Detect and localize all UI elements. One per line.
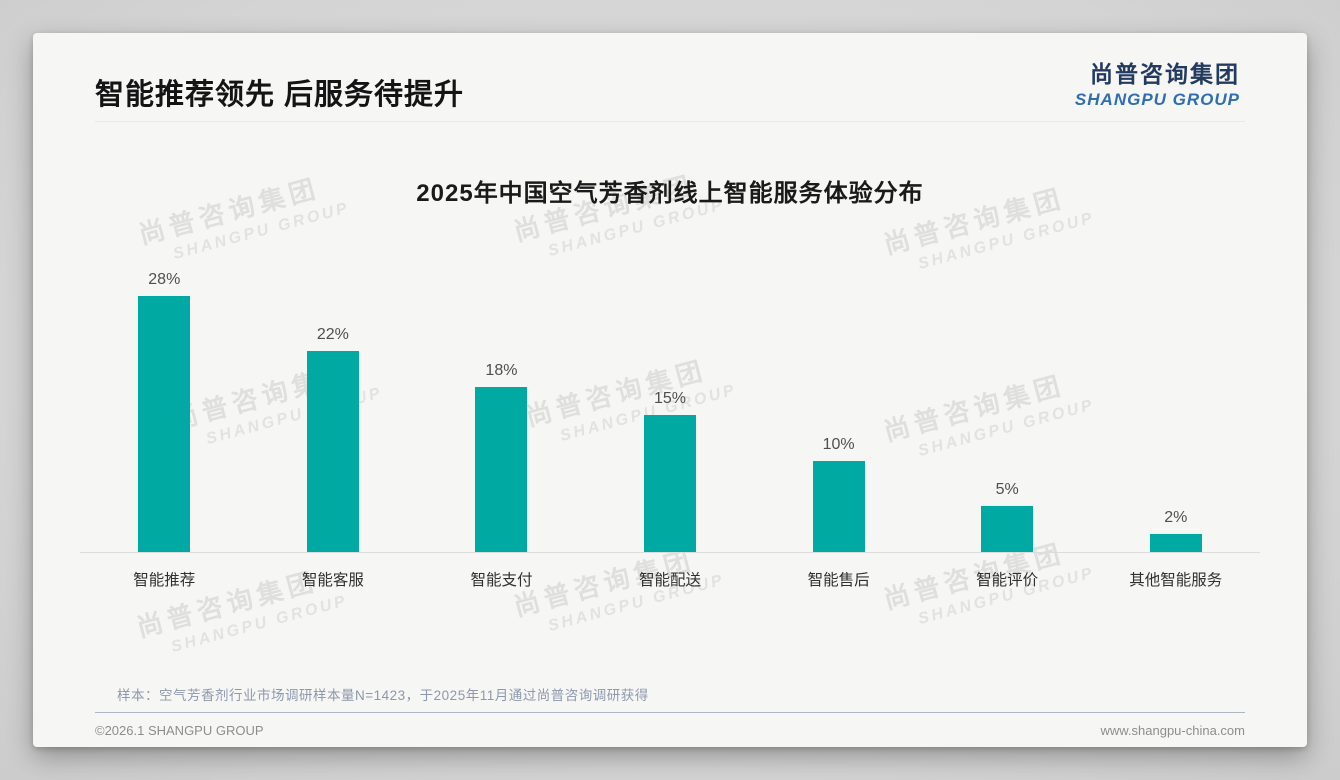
category-label: 智能评价 [976, 572, 1039, 589]
bar-value-label: 2% [1164, 509, 1188, 526]
watermark-en-text: SHANGPU GROUP [169, 592, 350, 657]
bar-value-label: 18% [485, 362, 518, 379]
company-logo: 尚普咨询集团 SHANGPU GROUP [1075, 55, 1240, 110]
category-label: 智能推荐 [133, 572, 196, 589]
x-axis-category-labels: 智能推荐 智能客服 智能支付 智能配送 智能售后 智能评价 其他智能服务 [80, 568, 1260, 590]
bar-column: 2% [1091, 252, 1260, 552]
bar [1149, 534, 1202, 552]
category-label: 智能售后 [807, 572, 870, 589]
chart-title: 2025年中国空气芳香剂线上智能服务体验分布 [416, 180, 924, 207]
sample-source-note: 样本：空气芳香剂行业市场调研样本量N=1423，于2025年11月通过尚普咨询调… [117, 688, 649, 703]
bar [475, 387, 528, 552]
logo-english-name: SHANGPU GROUP [1074, 90, 1240, 109]
bar-column: 15% [586, 252, 755, 552]
category-label: 智能支付 [470, 572, 533, 589]
category-label: 其他智能服务 [1129, 572, 1223, 589]
bar [138, 296, 191, 552]
footer-copyright: ©2026.1 SHANGPU GROUP [95, 723, 264, 738]
bar [306, 351, 359, 552]
bar-value-label: 22% [316, 326, 349, 343]
category-label: 智能客服 [301, 572, 364, 589]
footer-divider [95, 712, 1245, 713]
bar-value-label: 5% [995, 481, 1019, 498]
bar-value-label: 15% [654, 390, 687, 407]
bar-column: 28% [80, 252, 249, 552]
bar-column: 10% [754, 252, 923, 552]
logo-chinese-name: 尚普咨询集团 [1090, 61, 1240, 87]
header-divider [95, 121, 1245, 122]
x-axis-line [80, 552, 1260, 553]
bar [812, 461, 865, 552]
bar-value-label: 28% [148, 271, 181, 288]
bar-column: 22% [249, 252, 418, 552]
bar-column: 18% [417, 252, 586, 552]
bar [644, 415, 697, 552]
bar-chart-plot-area: 28% 22% 18% 15% 10% 5% 2% [80, 252, 1260, 552]
footer-website: www.shangpu-china.com [1100, 723, 1245, 738]
slide-title: 智能推荐领先 后服务待提升 [95, 79, 465, 111]
bar-value-label: 10% [822, 436, 855, 453]
bar-column: 5% [923, 252, 1092, 552]
bar [981, 506, 1034, 552]
slide-card: 尚普咨询集团 SHANGPU GROUP 尚普咨询集团 SHANGPU GROU… [33, 33, 1307, 747]
category-label: 智能配送 [639, 572, 702, 589]
